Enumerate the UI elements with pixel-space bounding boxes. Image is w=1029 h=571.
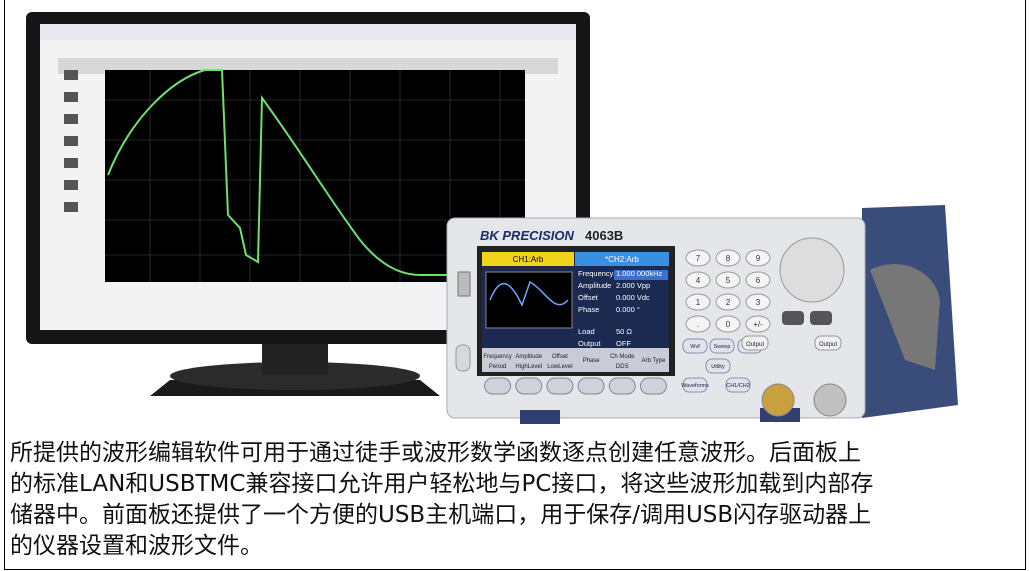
key-label: 2 [726, 298, 731, 307]
param-value: 2.000 Vpp [616, 281, 650, 290]
ch2-tab [575, 252, 669, 266]
softkey-label: Amplitude [515, 354, 542, 360]
output-button [741, 335, 769, 351]
softkey [546, 377, 574, 395]
key [685, 249, 711, 267]
softkey [577, 377, 605, 395]
usb-port [457, 271, 471, 297]
channel-label: *CH2:Arb [605, 255, 639, 264]
key [685, 293, 711, 311]
key-label: 8 [726, 254, 731, 263]
softkey-label: Arb Type [641, 358, 666, 364]
param-value: 0.000 Vdc [616, 293, 650, 302]
param-value: 50 Ω [616, 327, 632, 336]
mini-plot [485, 271, 573, 329]
key [715, 315, 741, 333]
softkey-label: Phase [583, 358, 601, 364]
key [715, 271, 741, 289]
softkey-label: HighLevel [515, 364, 542, 370]
output-label: Output [746, 342, 764, 348]
mini-wave [489, 280, 569, 307]
key-label: 1 [696, 298, 701, 307]
key [715, 293, 741, 311]
key-label: +/- [753, 320, 763, 329]
button [682, 377, 708, 393]
softkey-label: Offset [552, 354, 568, 360]
button-label: Waveforms [681, 383, 709, 389]
foot [520, 410, 560, 424]
button [709, 338, 735, 354]
ch1-tab [482, 252, 574, 266]
key [745, 293, 771, 311]
softkey-label: Period [489, 364, 506, 370]
key [685, 315, 711, 333]
softkey-label: Frequency [483, 354, 511, 360]
softkey-label: Ch Mode [610, 354, 635, 360]
button [682, 338, 708, 354]
softkey-label: LowLevel [547, 364, 572, 370]
key [745, 271, 771, 289]
key [745, 249, 771, 267]
brand: BK PRECISION [480, 228, 575, 243]
param-name: Output [578, 339, 601, 348]
bnc [761, 383, 795, 417]
key-label: 5 [726, 276, 731, 285]
frame [4, 0, 1026, 570]
button-label: Sweep [714, 344, 731, 350]
button [725, 377, 751, 393]
softkey-label: DDS [616, 364, 629, 370]
param-value: 1.000 000kHz [616, 269, 663, 278]
key [685, 271, 711, 289]
model: 4063B [585, 228, 623, 243]
arrow-right [810, 311, 832, 325]
key-label: 0 [726, 320, 731, 329]
caption-line: 的标准LAN和USBTMC兼容接口允许用户轻松地与PC接口，将这些波形加载到内部… [10, 471, 874, 497]
knob [779, 237, 845, 303]
param-value: 0.000 ° [616, 305, 640, 314]
softkey [515, 377, 543, 395]
channel-label: CH1:Arb [513, 255, 544, 264]
param-value: OFF [616, 339, 631, 348]
param-name: Phase [578, 305, 599, 314]
key-label: 7 [696, 254, 701, 263]
key-label: 9 [756, 254, 761, 263]
param-name: Offset [578, 293, 599, 302]
key [745, 315, 771, 333]
product-photo: BK PRECISION 4063B CH1:Arb *CH2:Arb Freq… [26, 12, 958, 424]
softkey [484, 377, 512, 395]
arrow-left [782, 311, 804, 325]
highlight [614, 270, 668, 280]
softkey [608, 377, 636, 395]
stand-base-top [170, 362, 420, 390]
param-name: Load [578, 327, 595, 336]
power-button [455, 344, 471, 372]
button-label: CH1/CH2 [726, 383, 750, 389]
handle [870, 264, 940, 370]
output-button [814, 335, 842, 351]
bnc [813, 383, 847, 417]
softkey-bar [482, 348, 669, 372]
caption-line: 所提供的波形编辑软件可用于通过徒手或波形数学函数逐点创建任意波形。后面板上 [10, 440, 861, 466]
button-label: Utility [711, 364, 725, 370]
button-label: Wvf [690, 344, 700, 350]
output-label: Output [819, 342, 837, 348]
toolbar [40, 24, 576, 40]
param-name: Amplitude [578, 281, 611, 290]
softkey [639, 377, 667, 395]
tool-icons [64, 70, 78, 212]
button [705, 358, 731, 374]
key-label: 4 [696, 276, 701, 285]
key-label: 3 [756, 298, 761, 307]
caption-line: 储器中。前面板还提供了一个方便的USB主机端口，用于保存/调用USB闪存驱动器上 [10, 502, 872, 528]
caption-line: 的仪器设置和波形文件。 [10, 533, 263, 559]
key [715, 249, 741, 267]
param-name: Frequency [578, 269, 614, 278]
key-label: 6 [756, 276, 761, 285]
key-label: . [697, 320, 699, 329]
